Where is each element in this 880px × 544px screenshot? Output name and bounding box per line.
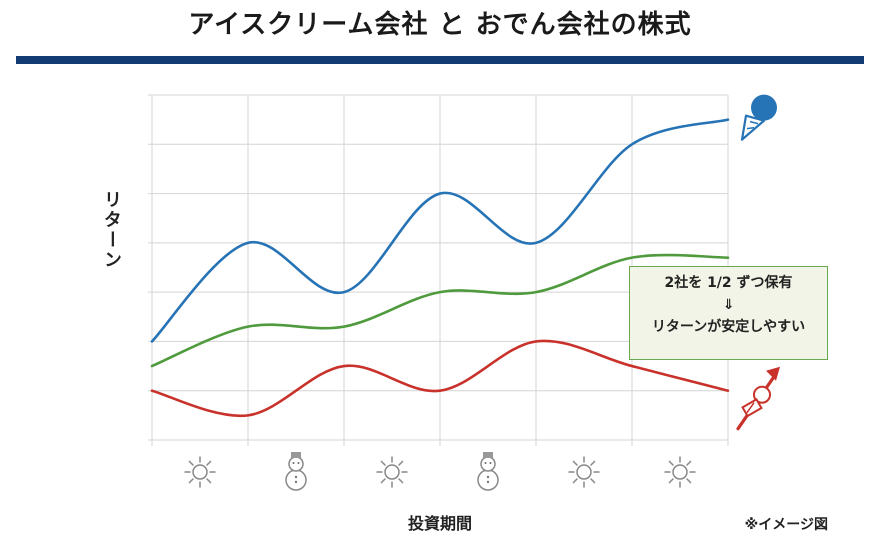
annotation-line-2: リターンが安定しやすい [651, 319, 806, 335]
ice-cream-icon [740, 94, 777, 141]
series-line-1 [150, 253, 730, 368]
image-note: ※イメージ図 [744, 517, 828, 533]
series-icons [736, 94, 780, 431]
title-underline [16, 56, 864, 64]
annotation-box: 2社を 1/2 ずつ保有 ⇓ リターンが安定しやすい [629, 266, 828, 360]
annotation-line-1: 2社を 1/2 ずつ保有 [664, 275, 793, 291]
page-title: アイスクリーム会社 と おでん会社の株式 [188, 10, 692, 40]
series-lines [150, 118, 730, 418]
oden-icon [736, 366, 780, 431]
x-axis-label: 投資期間 [407, 514, 472, 533]
snowman-icon [477, 452, 499, 491]
series-line-2 [150, 339, 730, 418]
y-axis-label: リターン [101, 190, 122, 270]
annotation-arrow: ⇓ [722, 297, 735, 313]
snowman-icon [285, 452, 307, 491]
series-line-0 [150, 118, 730, 343]
sun-icon [664, 456, 696, 488]
sun-icon [184, 456, 216, 488]
sun-icon [376, 456, 408, 488]
x-tick-icons [184, 452, 696, 491]
sun-icon [568, 456, 600, 488]
